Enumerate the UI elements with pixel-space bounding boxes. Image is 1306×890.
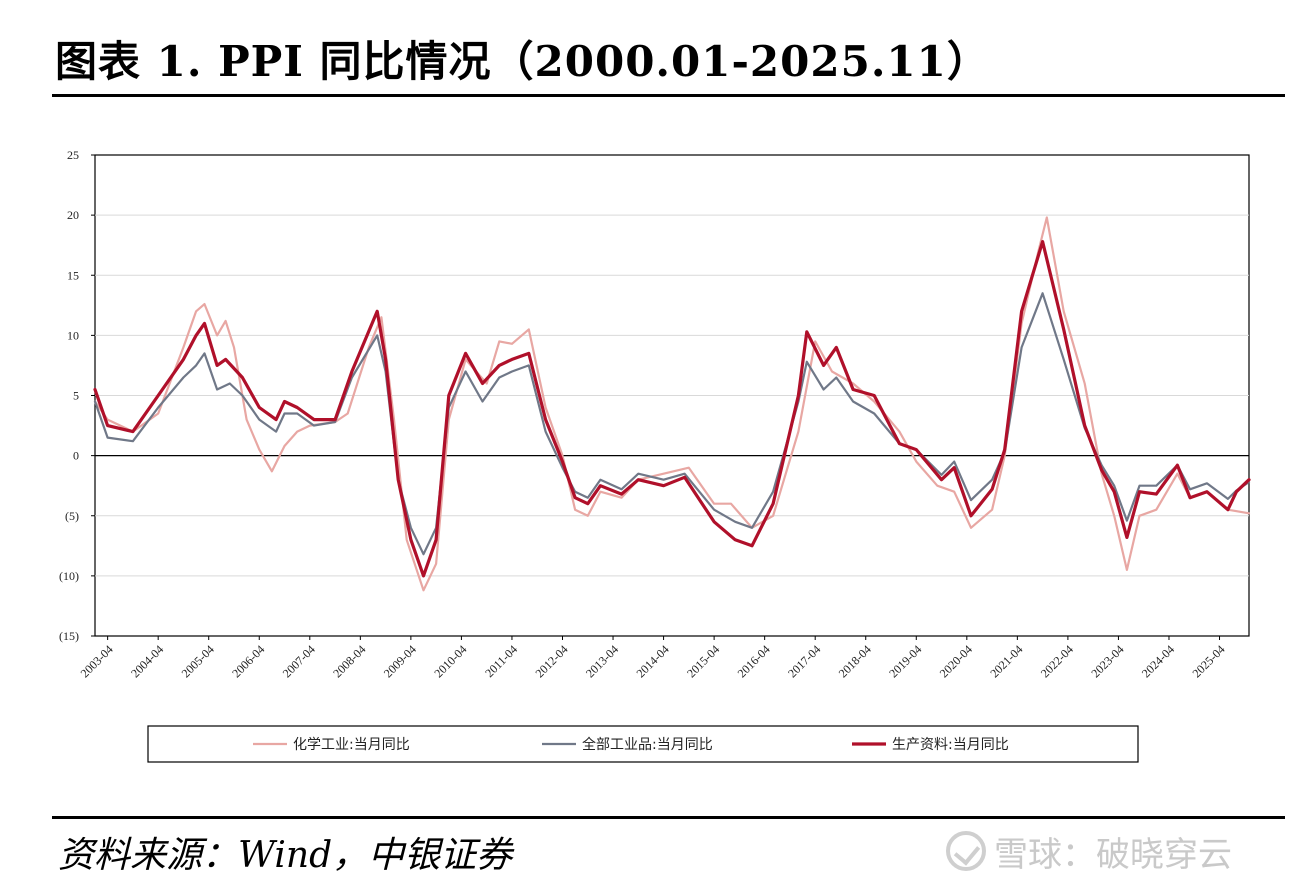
x-tick-label: 2004-04	[128, 642, 166, 680]
y-tick-label: 0	[73, 449, 79, 463]
x-tick-label: 2011-04	[482, 642, 520, 680]
watermark: 雪球：破晓穿云	[946, 826, 1232, 876]
legend-box	[147, 725, 1139, 763]
y-tick-label: 15	[67, 268, 79, 282]
legend-label: 全部工业品:当月同比	[582, 736, 713, 753]
source-note: 资料来源：Wind，中银证券	[58, 835, 513, 876]
x-tick-label: 2008-04	[330, 642, 368, 680]
x-tick-label: 2017-04	[785, 642, 823, 680]
x-tick-label: 2014-04	[634, 642, 672, 680]
x-tick-label: 2019-04	[886, 642, 924, 680]
source-divider	[52, 816, 1285, 819]
title-divider	[52, 94, 1285, 97]
x-tick-label: 2003-04	[78, 642, 116, 680]
snowball-logo-icon	[946, 831, 986, 871]
x-tick-label: 2013-04	[583, 642, 621, 680]
series-line-1	[93, 216, 1251, 592]
x-tick-label: 2012-04	[532, 642, 570, 680]
x-tick-label: 2009-04	[381, 642, 419, 680]
x-tick-label: 2022-04	[1038, 642, 1076, 680]
y-tick-label: (15)	[59, 629, 79, 643]
chart-title: 图表 1. PPI 同比情况（2000.01-2025.11）	[55, 37, 990, 86]
x-tick-label: 2006-04	[229, 642, 267, 680]
legend-label: 化学工业:当月同比	[293, 737, 410, 753]
x-tick-label: 2015-04	[684, 642, 722, 680]
x-tick-label: 2007-04	[280, 642, 318, 680]
x-tick-label: 2010-04	[431, 642, 469, 680]
x-tick-label: 2018-04	[836, 642, 874, 680]
line-chart: 25 20 15 10 5 0 (5) (10) (15)2003-04 2004-04 2005-…	[59, 148, 1251, 763]
series-line-3	[93, 240, 1251, 578]
x-tick-label: 2021-04	[987, 642, 1025, 680]
x-tick-label: 2023-04	[1088, 642, 1126, 680]
series-line-2	[93, 292, 1251, 556]
y-tick-label: 25	[67, 148, 79, 162]
y-tick-label: 5	[73, 389, 79, 403]
y-tick-label: 10	[67, 328, 79, 342]
x-tick-label: 2020-04	[937, 642, 975, 680]
watermark-text: 雪球：破晓穿云	[994, 834, 1232, 875]
y-tick-label: (10)	[59, 569, 79, 583]
y-tick-label: (5)	[65, 509, 79, 523]
legend-label: 生产资料:当月同比	[892, 737, 1009, 753]
x-tick-label: 2024-04	[1139, 642, 1177, 680]
x-tick-label: 2005-04	[179, 642, 217, 680]
x-tick-label: 2025-04	[1189, 642, 1227, 680]
y-tick-label: 20	[67, 208, 79, 222]
x-tick-label: 2016-04	[735, 642, 773, 680]
